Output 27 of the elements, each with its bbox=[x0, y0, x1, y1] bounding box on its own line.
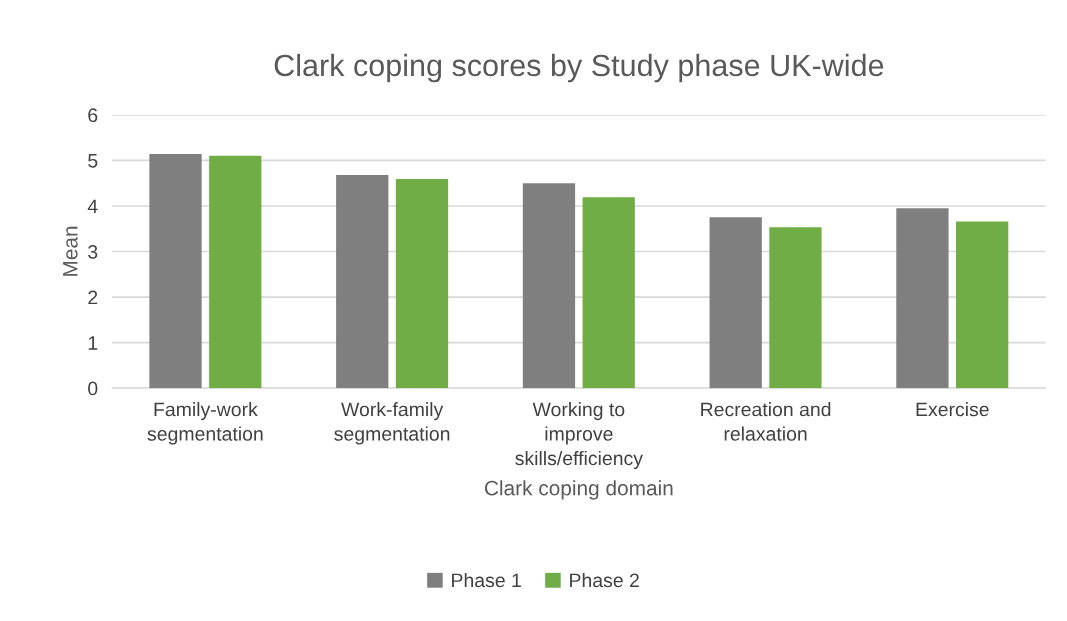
x-tick-label: Working to improve skills/efficiency bbox=[515, 402, 643, 470]
bar bbox=[956, 221, 1009, 389]
bar bbox=[709, 217, 762, 389]
y-axis-title: Mean bbox=[63, 226, 78, 276]
bar bbox=[522, 183, 576, 389]
y-tick-label: 2 bbox=[88, 290, 98, 305]
x-axis-title: Clark coping domain bbox=[484, 480, 673, 500]
x-tick-label: Recreation and relaxation bbox=[701, 402, 831, 441]
legend-label: Phase 1 bbox=[452, 572, 521, 588]
y-tick-label: 6 bbox=[88, 108, 98, 123]
bar bbox=[209, 155, 262, 389]
y-tick-label: 3 bbox=[88, 244, 98, 259]
y-tick-label: 1 bbox=[88, 336, 98, 350]
y-tick-label: 5 bbox=[88, 154, 98, 168]
chart-title: Clark coping scores by Study phase UK-wide bbox=[274, 53, 884, 83]
x-tick-label: Work-family segmentation bbox=[334, 402, 450, 445]
bar bbox=[769, 227, 822, 389]
bar bbox=[336, 175, 389, 389]
legend-label: Phase 2 bbox=[570, 572, 639, 588]
bar bbox=[149, 154, 202, 389]
y-tick-label: 4 bbox=[87, 199, 98, 214]
bar bbox=[395, 179, 449, 389]
bar bbox=[896, 208, 949, 389]
y-tick-label: 0 bbox=[88, 381, 98, 396]
x-tick-label: Exercise bbox=[916, 402, 989, 417]
x-tick-label: Family-work segmentation bbox=[147, 402, 263, 445]
bar bbox=[582, 197, 635, 389]
